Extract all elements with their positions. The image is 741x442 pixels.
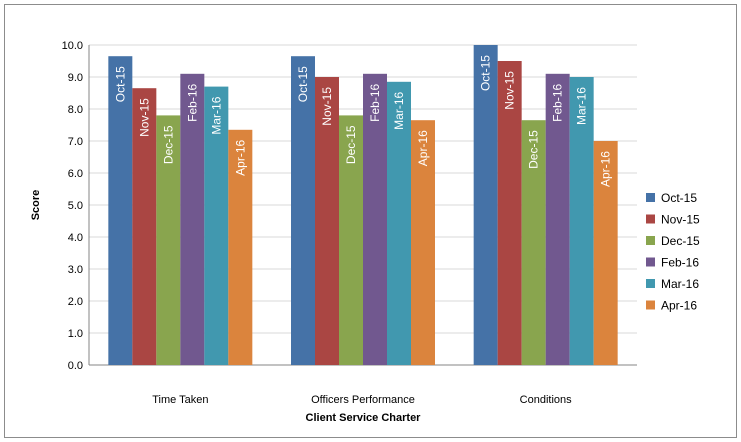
legend-swatch: [646, 300, 655, 310]
legend: Oct-15 Nov-15 Dec-15 Feb-16 Mar-16 Apr-16: [646, 191, 700, 313]
bars: Oct-15 Nov-15 Dec-15 Feb-16 Mar-16 Apr-16 Oct-…: [108, 45, 618, 366]
bar-data-label: Nov-15: [503, 71, 517, 110]
bar-data-label: Mar-16: [209, 96, 223, 134]
bar-data-label: Feb-16: [551, 83, 565, 121]
bar-data-label: Dec-15: [527, 130, 541, 169]
y-tick-label: 7.0: [68, 136, 83, 148]
legend-swatch: [646, 257, 655, 267]
bar-data-label: Mar-16: [575, 87, 589, 125]
legend-label: Mar-16: [661, 277, 699, 291]
bar-data-label: Nov-15: [137, 98, 151, 137]
bar-data-label: Oct-15: [479, 55, 493, 91]
bar-data-label: Oct-15: [296, 66, 310, 102]
bar-data-label: Dec-15: [344, 125, 358, 164]
bar-data-label: Dec-15: [161, 125, 175, 164]
bar-data-label: Mar-16: [392, 91, 406, 129]
x-tick-label: Time Taken: [152, 394, 208, 406]
bar-chart: 0.0 1.0 2.0 3.0 4.0 5.0 6.0 7.0 8.0 9.0 10.0 Oct-1…: [30, 40, 700, 424]
bar-data-label: Apr-16: [233, 139, 247, 175]
bar: [569, 77, 594, 365]
bar-data-label: Feb-16: [185, 83, 199, 121]
bar: [411, 120, 435, 365]
y-tick-label: 1.0: [68, 328, 83, 340]
y-tick-label: 9.0: [68, 72, 83, 84]
x-axis-title: Client Service Charter: [306, 412, 422, 424]
y-tick-label: 3.0: [68, 264, 83, 276]
bar-data-label: Apr-16: [599, 151, 613, 187]
bar: [545, 73, 570, 366]
bar: [156, 115, 181, 366]
bar: [228, 129, 253, 365]
y-tick-label: 10.0: [62, 40, 83, 52]
y-tick-label: 8.0: [68, 104, 83, 116]
y-axis-ticks: 0.0 1.0 2.0 3.0 4.0 5.0 6.0 7.0 8.0 9.0 10.0: [62, 40, 83, 372]
legend-label: Oct-15: [661, 191, 697, 205]
y-tick-label: 2.0: [68, 296, 83, 308]
bar: [363, 73, 387, 366]
bar: [180, 73, 205, 366]
bar: [204, 86, 229, 365]
bar: [291, 56, 315, 365]
y-tick-label: 0.0: [68, 360, 83, 372]
legend-label: Apr-16: [661, 299, 697, 313]
bar: [387, 81, 411, 366]
bar: [108, 56, 133, 365]
legend-swatch: [646, 279, 655, 288]
bar: [521, 120, 546, 365]
x-tick-label: Officers Performance: [311, 394, 415, 406]
bar: [497, 61, 522, 365]
bar: [132, 88, 157, 365]
bar: [593, 141, 618, 365]
y-tick-label: 5.0: [68, 200, 83, 212]
legend-label: Nov-15: [661, 213, 700, 227]
chart-area: 0.0 1.0 2.0 3.0 4.0 5.0 6.0 7.0 8.0 9.0 10.0 Oct-1…: [4, 4, 737, 438]
legend-swatch: [646, 236, 655, 245]
bar: [315, 77, 339, 365]
y-axis-title: Score: [30, 190, 42, 221]
bar-data-label: Apr-16: [416, 130, 430, 166]
bar-data-label: Nov-15: [320, 87, 334, 126]
legend-swatch: [646, 214, 655, 224]
legend-swatch: [646, 193, 655, 202]
legend-label: Feb-16: [661, 256, 699, 270]
y-tick-label: 4.0: [68, 232, 83, 244]
y-tick-label: 6.0: [68, 168, 83, 180]
bar-data-label: Oct-15: [113, 66, 127, 102]
bar: [473, 45, 498, 365]
x-tick-label: Conditions: [520, 394, 572, 406]
legend-label: Dec-15: [661, 234, 700, 248]
bar-data-label: Feb-16: [368, 83, 382, 121]
bar: [339, 115, 363, 366]
x-axis-ticks: Time Taken Officers Performance Conditions: [152, 394, 572, 406]
